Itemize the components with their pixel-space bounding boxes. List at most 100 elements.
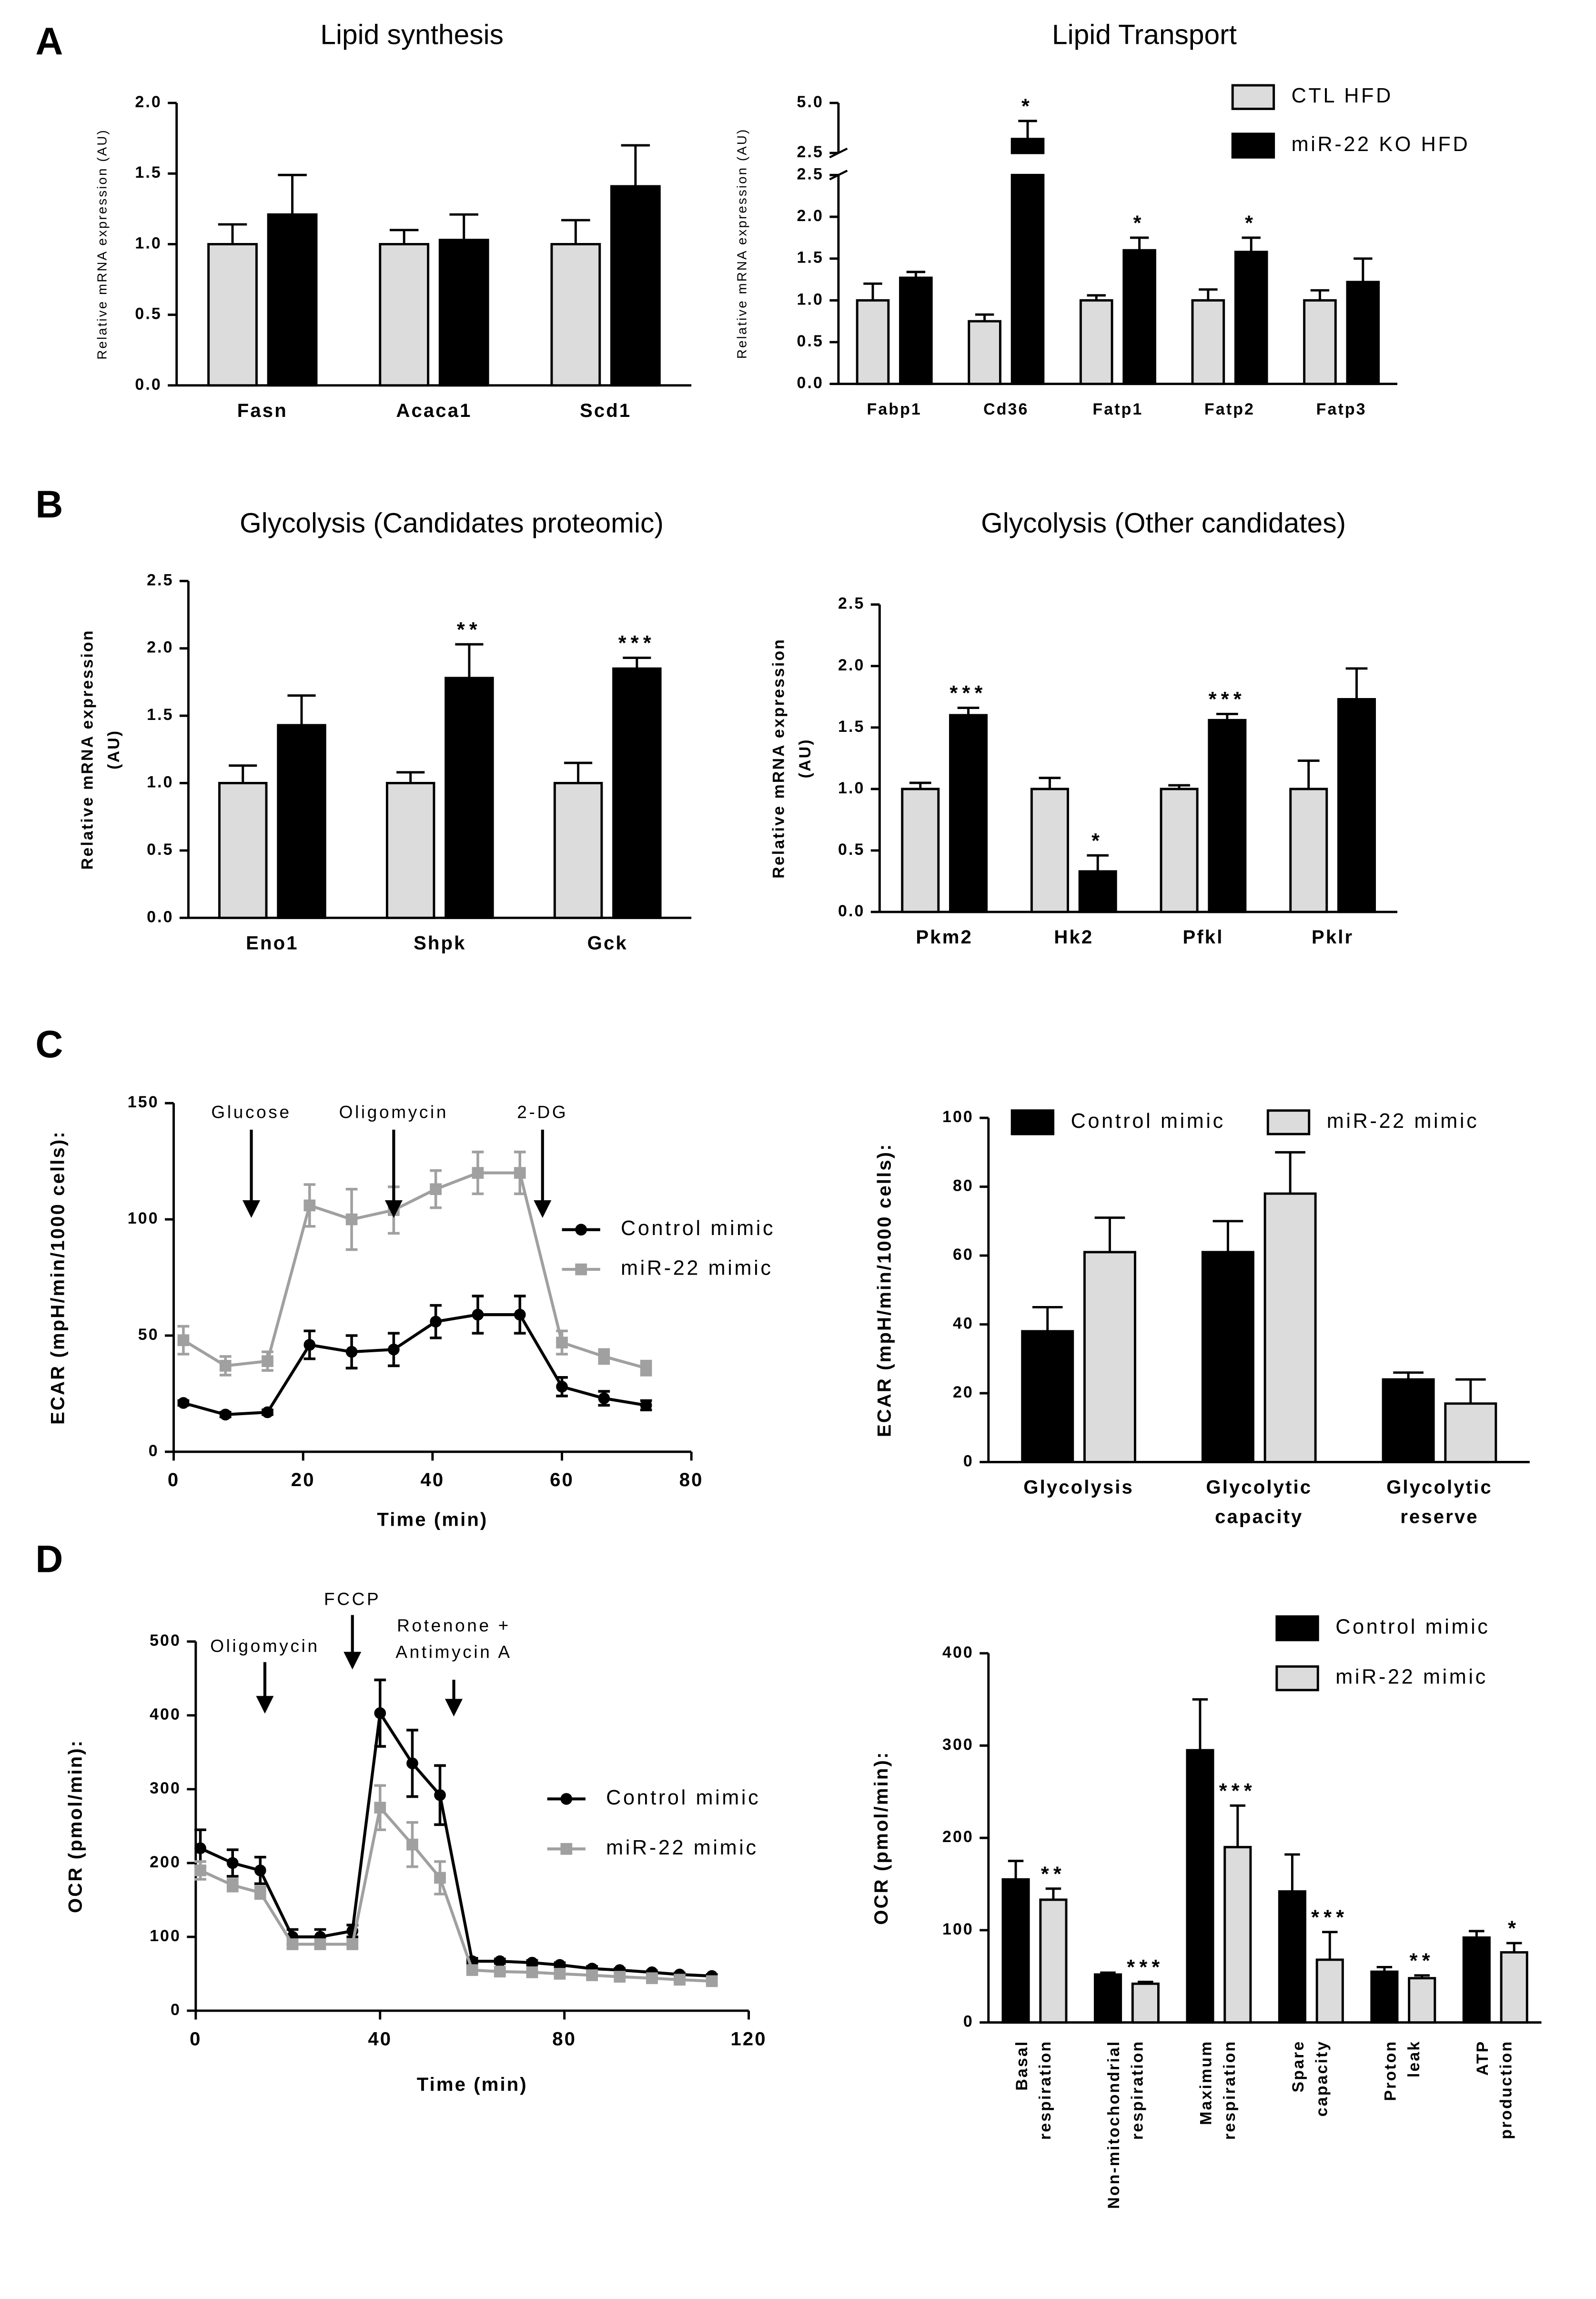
y-tick-label: 1.0: [135, 234, 162, 252]
chart-title: Lipid Transport: [1052, 20, 1237, 51]
y-tick-label: 400: [942, 1643, 974, 1661]
x-tick-label: Gck: [587, 932, 628, 953]
significance-label: *: [1133, 212, 1146, 234]
error-bar: [229, 764, 257, 783]
x-tick-label: Fasn: [237, 400, 288, 421]
bar: [1278, 1890, 1306, 2024]
x-tick-label: respiration: [1221, 2040, 1239, 2140]
error-bar: [1087, 854, 1109, 871]
significance-label: **: [457, 618, 482, 641]
marker: [706, 1975, 718, 1987]
marker: [194, 1864, 206, 1876]
y-tick-label: 100: [150, 1927, 181, 1945]
legend-label: miR-22 mimic: [606, 1836, 758, 1859]
y-tick-label: 1.0: [797, 290, 824, 308]
marker: [254, 1864, 266, 1876]
bar: [1382, 1378, 1435, 1463]
annotation: Antimycin A: [395, 1642, 512, 1662]
bar: [901, 788, 940, 913]
y-tick-label: 400: [150, 1705, 181, 1723]
marker: [526, 1966, 538, 1978]
error-bar: [975, 313, 994, 322]
legend-label: miR-22 KO HFD: [1292, 133, 1470, 156]
y-tick-label: 1.0: [838, 779, 865, 797]
bar: [1370, 1970, 1399, 2024]
legend-marker: [560, 1843, 573, 1855]
marker: [226, 1879, 239, 1891]
marker: [514, 1308, 526, 1321]
error-bar: [1345, 667, 1368, 699]
bar: [899, 276, 933, 385]
error-bar: [1376, 1965, 1393, 1972]
error-bar: [621, 144, 650, 186]
annotation: Oligomycin: [339, 1102, 448, 1122]
significance-label: ***: [1311, 1906, 1348, 1929]
bar: [379, 243, 430, 387]
y-tick-label: 2.0: [147, 638, 173, 657]
legend-label: miR-22 mimic: [621, 1257, 773, 1280]
y-axis-label: Relative mRNA expression: [769, 638, 788, 879]
marker: [434, 1872, 446, 1884]
bar: [1030, 788, 1069, 913]
bar: [612, 667, 662, 919]
y-tick-label: 200: [942, 1828, 974, 1846]
y-tick-label: 1.0: [147, 773, 173, 791]
annotation: Glucose: [211, 1102, 291, 1122]
x-tick-label: Pklr: [1312, 926, 1354, 948]
y-axis-label: Relative mRNA expression (AU): [735, 128, 749, 359]
error-bar: [1455, 1378, 1486, 1404]
bar: [1083, 1251, 1136, 1463]
error-bar: [396, 771, 425, 783]
error-bar: [1506, 1942, 1522, 1953]
significance-label: *: [1245, 212, 1257, 234]
x-tick-label: 40: [368, 2028, 392, 2049]
panel-label: C: [35, 1023, 63, 1066]
y-tick-label: 0.0: [135, 375, 162, 394]
error-bar: [1354, 257, 1373, 282]
error-bar: [1199, 288, 1218, 301]
y-tick-label: 60: [953, 1246, 974, 1264]
bar: [1337, 698, 1376, 913]
bar: [1234, 251, 1268, 385]
bar: [949, 714, 988, 913]
marker: [674, 1974, 686, 1986]
error-bar: [957, 707, 980, 716]
bar: [1223, 1846, 1252, 2024]
y-tick-label: 80: [953, 1177, 974, 1195]
error-bar: [1216, 712, 1238, 720]
y-tick-label: 0.5: [135, 305, 162, 323]
error-bar: [1018, 120, 1037, 139]
y-axis-label: Relative mRNA expression: [78, 629, 96, 870]
error-bar: [1469, 1930, 1485, 1938]
significance-label: *: [1021, 95, 1034, 118]
error-bar: [1414, 1974, 1430, 1978]
error-bar: [278, 173, 307, 215]
error-bar: [1284, 1853, 1300, 1892]
panel-label: D: [35, 1538, 63, 1581]
x-tick-label: Glycolytic: [1206, 1477, 1312, 1498]
marker: [406, 1757, 418, 1770]
bar: [1131, 1982, 1160, 2024]
error-bar: [287, 694, 316, 725]
marker: [286, 1938, 299, 1950]
bar: [1303, 299, 1337, 385]
y-tick-label: 100: [128, 1209, 159, 1227]
x-tick-label: capacity: [1215, 1506, 1303, 1527]
y-tick-label: 0.0: [147, 908, 173, 926]
legend-marker: [575, 1263, 587, 1276]
y-tick-label: 1.5: [797, 249, 824, 267]
x-tick-label: Glycolytic: [1386, 1477, 1493, 1498]
y-tick-label: 2.5: [147, 571, 173, 589]
bar: [218, 782, 268, 919]
bar: [1186, 1749, 1214, 2024]
bar: [1191, 299, 1225, 385]
marker: [646, 1972, 658, 1985]
y-axis-label: Relative mRNA expression (AU): [95, 129, 110, 360]
bar: [277, 724, 326, 919]
y-tick-label: 2.0: [797, 207, 824, 225]
error-bar: [389, 229, 419, 244]
y-axis-label: ECAR (mpH/min/1000 cells):: [873, 1143, 895, 1437]
x-tick-label: Pfkl: [1183, 926, 1224, 948]
y-tick-label: 500: [150, 1631, 181, 1650]
annotation-arrowhead: [242, 1200, 261, 1218]
